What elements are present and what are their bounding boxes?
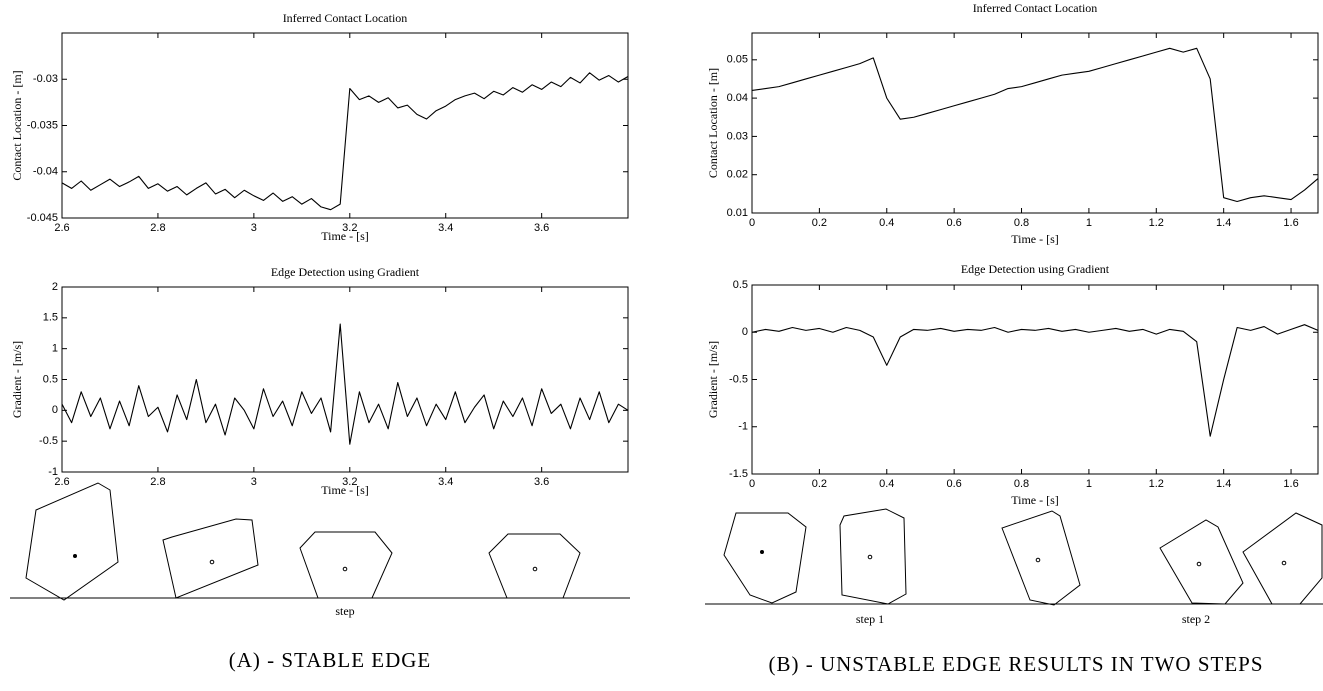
y-tick-label: -0.04 <box>33 166 58 178</box>
y-tick-label: -0.035 <box>27 119 58 131</box>
x-axis-label: Time - [s] <box>1011 493 1059 507</box>
body-outline <box>1242 512 1323 605</box>
x-tick-label: 1.2 <box>1149 478 1164 490</box>
body-center <box>73 554 77 558</box>
x-tick-label: 3 <box>251 222 257 234</box>
x-tick-label: 3.2 <box>342 476 357 488</box>
body-diagram: step 1 step 2 (B) - UNSTABLE EDGE RESULT… <box>705 508 1323 676</box>
x-tick-label: 2.6 <box>54 476 69 488</box>
x-axis-label: Time - [s] <box>321 483 369 497</box>
chart-title: Edge Detection using Gradient <box>961 262 1110 276</box>
y-axis-label: Gradient - [m/s] <box>706 341 720 418</box>
y-tick-label: 0.5 <box>43 373 58 385</box>
body-center <box>760 550 764 554</box>
body-center <box>867 554 873 560</box>
caption: (A) - STABLE EDGE <box>229 648 432 672</box>
x-tick-label: 1 <box>1086 217 1092 229</box>
y-tick-label: -0.03 <box>33 73 58 85</box>
x-tick-label: 3.6 <box>534 476 549 488</box>
body-outline <box>25 482 119 601</box>
step-label: step 2 <box>1182 612 1210 626</box>
body-center <box>1196 561 1202 567</box>
y-tick-label: 0.5 <box>733 279 748 291</box>
x-tick-label: 0.4 <box>879 217 894 229</box>
data-line <box>751 47 1319 203</box>
y-tick-label: 0.04 <box>727 92 748 104</box>
body-outline <box>723 512 807 604</box>
plot-area <box>61 32 629 219</box>
x-axis-label: Time - [s] <box>1011 232 1059 246</box>
body-outline <box>1159 519 1244 605</box>
x-tick-label: 3.2 <box>342 222 357 234</box>
y-axis-label: Gradient - [m/s] <box>10 341 24 418</box>
body-center <box>1281 560 1287 566</box>
x-tick-label: 2.8 <box>150 222 165 234</box>
x-tick-label: 0.8 <box>1014 217 1029 229</box>
body-diagram: step (A) - STABLE EDGE <box>10 482 630 672</box>
y-tick-label: 0.03 <box>727 130 748 142</box>
x-tick-label: 0.6 <box>946 478 961 490</box>
data-line <box>61 72 629 211</box>
x-tick-label: 0.2 <box>812 217 827 229</box>
body-outline <box>839 508 907 605</box>
body-center <box>209 559 215 565</box>
x-tick-label: 1.4 <box>1216 478 1231 490</box>
body-outline <box>488 533 581 599</box>
y-tick-label: 0.02 <box>727 169 748 181</box>
x-tick-label: 3.4 <box>438 222 453 234</box>
y-tick-label: -1 <box>48 466 58 478</box>
chart-title: Inferred Contact Location <box>283 11 408 25</box>
x-tick-label: 1.4 <box>1216 217 1231 229</box>
chart-title: Inferred Contact Location <box>973 1 1098 15</box>
x-tick-label: 0.6 <box>946 217 961 229</box>
x-tick-label: 0.2 <box>812 478 827 490</box>
body-center <box>342 566 348 572</box>
x-tick-label: 1 <box>1086 478 1092 490</box>
y-tick-label: 0 <box>742 326 748 338</box>
y-tick-label: 0.05 <box>727 54 748 66</box>
chart-title: Edge Detection using Gradient <box>271 265 420 279</box>
x-tick-label: 3.4 <box>438 476 453 488</box>
x-tick-label: 0 <box>749 217 755 229</box>
y-tick-label: -0.045 <box>27 212 58 224</box>
body-center <box>532 566 538 572</box>
x-axis-label: Time - [s] <box>321 229 369 243</box>
y-tick-label: -0.5 <box>729 373 748 385</box>
x-tick-label: 0 <box>749 478 755 490</box>
y-tick-label: 0 <box>52 404 58 416</box>
x-tick-label: 1.6 <box>1283 217 1298 229</box>
y-tick-label: 1 <box>52 343 58 355</box>
body-center <box>1035 557 1041 563</box>
body-outline <box>162 518 259 599</box>
data-line <box>61 323 629 445</box>
body-outline <box>299 531 393 599</box>
step-label: step <box>335 604 354 618</box>
x-tick-label: 0.8 <box>1014 478 1029 490</box>
y-axis-label: Contact Location - [m] <box>10 70 24 180</box>
x-tick-label: 1.6 <box>1283 478 1298 490</box>
x-tick-label: 0.4 <box>879 478 894 490</box>
data-line <box>751 324 1319 437</box>
x-tick-label: 3 <box>251 476 257 488</box>
x-tick-label: 3.6 <box>534 222 549 234</box>
caption: (B) - UNSTABLE EDGE RESULTS IN TWO STEPS <box>768 652 1263 676</box>
body-outline <box>1001 510 1081 606</box>
x-tick-label: 2.8 <box>150 476 165 488</box>
y-tick-label: -1 <box>738 421 748 433</box>
step-label: step 1 <box>856 612 884 626</box>
y-tick-label: 1.5 <box>43 312 58 324</box>
y-tick-label: -1.5 <box>729 468 748 480</box>
x-tick-label: 1.2 <box>1149 217 1164 229</box>
y-tick-label: 0.01 <box>727 207 748 219</box>
y-tick-label: 2 <box>52 281 58 293</box>
y-tick-label: -0.5 <box>39 435 58 447</box>
x-tick-label: 2.6 <box>54 222 69 234</box>
plot-area <box>751 32 1319 214</box>
y-axis-label: Contact Location - [m] <box>706 68 720 178</box>
plot-area <box>751 284 1319 475</box>
